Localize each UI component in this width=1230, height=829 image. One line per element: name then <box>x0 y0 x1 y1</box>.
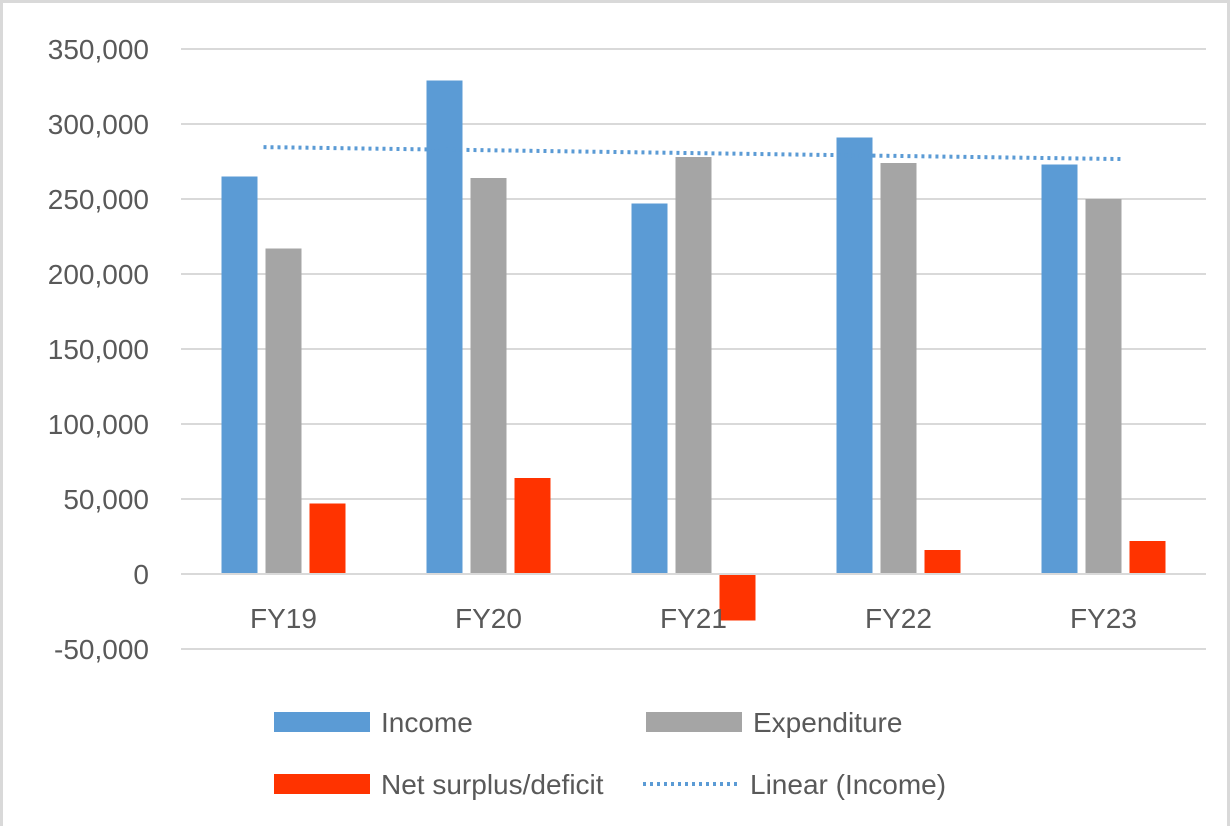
trendline <box>263 145 1124 162</box>
x-tick-label: FY22 <box>865 603 932 634</box>
bar-net-surplus-deficit-fy19 <box>309 503 346 574</box>
bar-income-fy21 <box>631 203 668 574</box>
legend-label-income: Income <box>381 707 473 738</box>
legend-label-net-surplus-deficit: Net surplus/deficit <box>381 769 604 800</box>
y-tick-label: 0 <box>133 559 149 590</box>
y-tick-label: 100,000 <box>48 409 149 440</box>
bar-chart: -50,000 0 50,000 100,000 150,000 200,000 250,0… <box>48 34 1206 800</box>
bar-expenditure-fy19 <box>265 248 302 574</box>
y-tick-label: -50,000 <box>54 634 149 665</box>
bar-income-fy19 <box>221 176 258 574</box>
y-tick-label: 200,000 <box>48 259 149 290</box>
x-tick-label: FY21 <box>660 603 727 634</box>
bar-income-fy23 <box>1041 164 1078 574</box>
y-tick-label: 350,000 <box>48 34 149 65</box>
bar-net-surplus-deficit-fy23 <box>1129 541 1166 574</box>
bars <box>221 80 1166 621</box>
y-tick-label: 300,000 <box>48 109 149 140</box>
y-tick-label: 150,000 <box>48 334 149 365</box>
bar-net-surplus-deficit-fy22 <box>924 550 961 574</box>
bar-net-surplus-deficit-fy21 <box>719 574 756 621</box>
y-tick-label: 250,000 <box>48 184 149 215</box>
legend-swatch-net-surplus-deficit <box>274 774 370 794</box>
y-tick-label: 50,000 <box>63 484 149 515</box>
x-tick-label: FY23 <box>1070 603 1137 634</box>
legend-swatch-income <box>274 712 370 732</box>
trendline-linear-income <box>263 145 1124 162</box>
x-tick-label: FY20 <box>455 603 522 634</box>
bar-expenditure-fy23 <box>1085 199 1122 574</box>
bar-net-surplus-deficit-fy20 <box>514 478 551 574</box>
bar-expenditure-fy20 <box>470 178 507 574</box>
x-tick-label: FY19 <box>250 603 317 634</box>
legend-label-linear-income: Linear (Income) <box>750 769 946 800</box>
legend-swatch-expenditure <box>646 712 742 732</box>
y-axis-tick-labels: -50,000 0 50,000 100,000 150,000 200,000 250,0… <box>48 34 149 665</box>
x-axis-tick-labels: FY19 FY20 FY21 FY22 FY23 <box>250 603 1137 634</box>
legend: Income Expenditure Net surplus/deficit Line… <box>274 707 946 800</box>
bar-expenditure-fy21 <box>675 157 712 574</box>
bar-income-fy20 <box>426 80 463 574</box>
bar-income-fy22 <box>836 137 873 574</box>
bar-expenditure-fy22 <box>880 163 917 574</box>
legend-label-expenditure: Expenditure <box>753 707 902 738</box>
